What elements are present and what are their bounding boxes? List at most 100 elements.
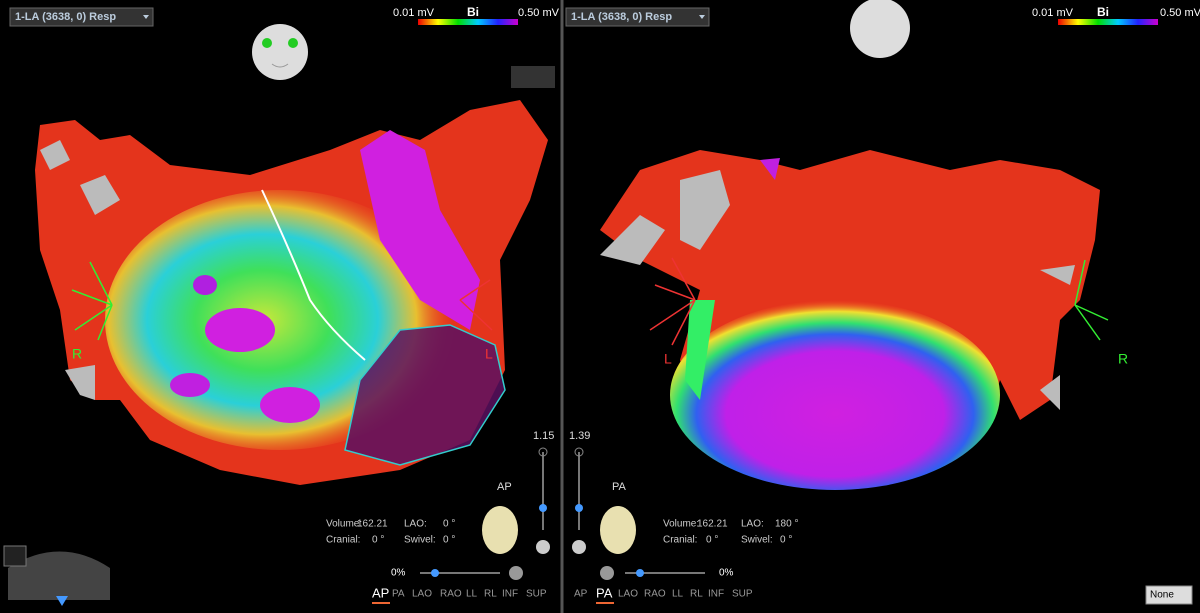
colorbar-label: Bi xyxy=(1097,5,1109,19)
orientation-label: AP xyxy=(497,481,512,493)
tagged-region xyxy=(344,324,506,466)
colorbar xyxy=(1058,19,1158,25)
map-marker: L xyxy=(485,346,493,362)
low-voltage-patch xyxy=(205,308,275,352)
layout-dropdown-label: None xyxy=(1150,590,1174,601)
gray-patch xyxy=(40,140,70,170)
gray-patch xyxy=(680,170,730,250)
info-label: LAO: xyxy=(404,519,427,530)
dropdown-arrow xyxy=(143,15,149,19)
info-label: LAO: xyxy=(741,519,764,530)
colorbar-max: 0.50 mV xyxy=(518,7,560,19)
zoom-plus[interactable] xyxy=(538,447,548,457)
voltage-region xyxy=(685,300,715,400)
info-label: Volume: xyxy=(663,519,699,530)
zoom-value: 1.39 xyxy=(569,430,590,442)
gray-patch xyxy=(1040,375,1060,410)
map-marker: R xyxy=(72,346,82,362)
info-label: Cranial: xyxy=(663,535,697,546)
low-voltage-region xyxy=(670,300,1000,490)
view-button[interactable]: INF xyxy=(502,589,518,600)
colorbar-min: 0.01 mV xyxy=(393,7,435,19)
view-button[interactable]: RAO xyxy=(644,589,666,600)
info-value: 180 ° xyxy=(775,519,798,530)
ablation-line xyxy=(261,189,366,361)
colorbar xyxy=(418,19,518,25)
info-label: Cranial: xyxy=(326,535,360,546)
view-button[interactable]: PA xyxy=(596,585,613,600)
info-value: 0 ° xyxy=(372,535,384,546)
map-dropdown[interactable] xyxy=(565,7,710,27)
map-dropdown[interactable] xyxy=(9,7,154,27)
gray-patch xyxy=(600,215,665,265)
info-value: 0 ° xyxy=(780,535,792,546)
low-voltage-patch xyxy=(193,275,217,295)
map-marker: R xyxy=(1118,351,1128,367)
render-toggle[interactable] xyxy=(509,566,523,580)
view-button[interactable]: PA xyxy=(392,589,405,600)
zoom-reset[interactable] xyxy=(572,540,586,554)
view-button[interactable]: AP xyxy=(372,585,389,600)
opacity-value: 0% xyxy=(719,568,734,579)
opacity-knob[interactable] xyxy=(431,569,439,577)
colorbar-min: 0.01 mV xyxy=(1032,7,1074,19)
orientation-face xyxy=(252,24,308,80)
zoom-reset[interactable] xyxy=(536,540,550,554)
map-marker: L xyxy=(664,351,672,367)
low-voltage-region xyxy=(360,130,480,330)
info-label: Swivel: xyxy=(741,535,773,546)
view-button[interactable]: LL xyxy=(466,589,478,600)
view-button[interactable]: INF xyxy=(708,589,724,600)
zoom-plus[interactable] xyxy=(574,447,584,457)
app-logo xyxy=(3,545,27,567)
zoom-value: 1.15 xyxy=(533,430,554,442)
info-value: 162.21 xyxy=(357,519,388,530)
right-map xyxy=(600,150,1109,490)
left-map xyxy=(35,100,548,485)
low-voltage-patch xyxy=(260,387,320,423)
zoom-knob[interactable] xyxy=(539,504,547,512)
orientation-label: PA xyxy=(612,481,627,493)
nav-arrow[interactable] xyxy=(56,596,68,606)
gray-patch xyxy=(1040,265,1075,285)
display-toggle[interactable] xyxy=(511,66,555,88)
view-button[interactable]: LAO xyxy=(412,589,432,600)
gray-patch xyxy=(80,175,120,215)
map-dropdown-label: 1-LA (3638, 0) Resp xyxy=(15,11,116,23)
view-button[interactable]: SUP xyxy=(732,589,753,600)
view-button[interactable]: LAO xyxy=(618,589,638,600)
layout-dropdown[interactable] xyxy=(1145,585,1193,605)
dropdown-arrow xyxy=(699,15,705,19)
info-value: 0 ° xyxy=(443,535,455,546)
info-value: 0 ° xyxy=(706,535,718,546)
info-value: 0 ° xyxy=(443,519,455,530)
view-button[interactable]: SUP xyxy=(526,589,547,600)
render-toggle[interactable] xyxy=(600,566,614,580)
view-button[interactable]: RL xyxy=(690,589,703,600)
gray-patch xyxy=(65,365,95,400)
info-label: Volume: xyxy=(326,519,362,530)
heart-icon xyxy=(600,506,636,554)
view-button[interactable]: LL xyxy=(672,589,684,600)
zoom-knob[interactable] xyxy=(575,504,583,512)
view-button[interactable]: AP xyxy=(574,589,588,600)
catheter-l xyxy=(649,257,696,346)
low-voltage-patch xyxy=(170,373,210,397)
info-value: 162.21 xyxy=(697,519,728,530)
info-label: Swivel: xyxy=(404,535,436,546)
catheter-r xyxy=(1074,259,1109,341)
heart-icon xyxy=(482,506,518,554)
orientation-head xyxy=(850,0,910,58)
navigation-wheel[interactable] xyxy=(8,551,110,601)
catheter-r xyxy=(71,261,113,341)
view-button[interactable]: RAO xyxy=(440,589,462,600)
opacity-knob[interactable] xyxy=(636,569,644,577)
map-dropdown-label: 1-LA (3638, 0) Resp xyxy=(571,11,672,23)
low-voltage-patch xyxy=(760,158,780,180)
opacity-value: 0% xyxy=(391,568,406,579)
colorbar-label: Bi xyxy=(467,5,479,19)
view-button[interactable]: RL xyxy=(484,589,497,600)
